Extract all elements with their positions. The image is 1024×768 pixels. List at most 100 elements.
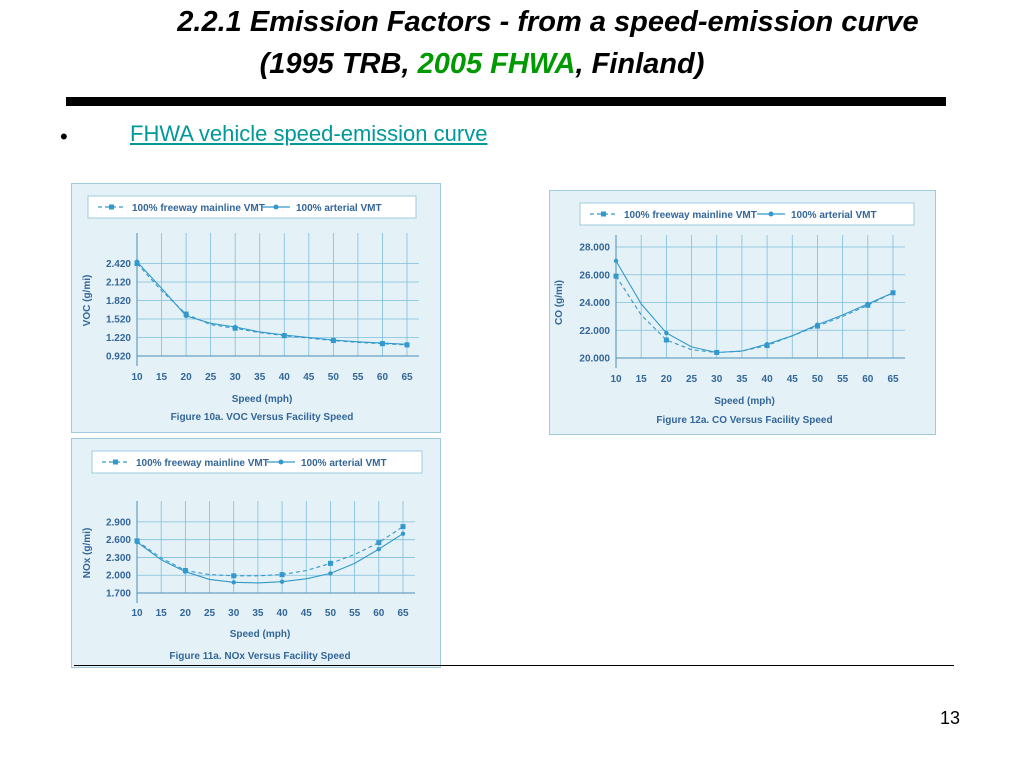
x-tick-label: 45 bbox=[303, 372, 315, 383]
data-point-diamond bbox=[380, 340, 385, 346]
series-line-2 bbox=[136, 533, 404, 584]
voc-chart: 100% freeway mainline VMT 100% arterial V… bbox=[82, 195, 419, 423]
data-point-square bbox=[376, 540, 382, 546]
data-point-square bbox=[613, 273, 619, 279]
data-point-diamond bbox=[231, 580, 236, 585]
data-point-diamond bbox=[232, 324, 238, 330]
x-tick-label: 60 bbox=[377, 372, 389, 383]
x-tick-label: 35 bbox=[736, 374, 748, 385]
x-tick-label: 15 bbox=[156, 608, 168, 619]
bullet-link[interactable]: FHWA vehicle speed-emission curve bbox=[130, 121, 488, 146]
x-tick-label: 40 bbox=[762, 374, 774, 385]
x-tick-label: 50 bbox=[812, 374, 824, 385]
legend-marker-square-icon bbox=[109, 204, 114, 210]
slide-title-line1: 2.2.1 Emission Factors - from a speed-em… bbox=[177, 6, 919, 38]
co-chart-panel: 100% freeway mainline VMT 100% arterial V… bbox=[549, 190, 936, 435]
legend-box bbox=[87, 195, 417, 219]
x-tick-label: 60 bbox=[373, 608, 385, 619]
y-tick-label: 2.900 bbox=[106, 517, 131, 528]
y-tick-label: 1.700 bbox=[106, 589, 131, 600]
x-tick-label: 20 bbox=[181, 372, 193, 383]
x-tick-label: 35 bbox=[254, 372, 266, 383]
data-point-diamond bbox=[134, 259, 140, 264]
legend-label-2: 100% arterial VMT bbox=[301, 458, 387, 469]
x-tick-label: 45 bbox=[787, 374, 799, 385]
y-tick-label: 22.000 bbox=[579, 326, 610, 337]
x-tick-label: 45 bbox=[301, 608, 313, 619]
y-tick-label: 1.820 bbox=[106, 296, 131, 307]
series-line-2 bbox=[136, 261, 408, 345]
x-tick-label: 20 bbox=[661, 374, 673, 385]
data-point-diamond bbox=[815, 322, 820, 327]
data-point-square bbox=[400, 524, 406, 530]
x-tick-label: 10 bbox=[131, 608, 143, 619]
data-point-diamond bbox=[134, 539, 140, 545]
y-tick-label: 2.000 bbox=[106, 571, 131, 582]
x-tick-label: 30 bbox=[711, 374, 723, 385]
data-point-diamond bbox=[664, 330, 669, 336]
data-point-square bbox=[279, 572, 285, 578]
x-tick-label: 15 bbox=[156, 372, 168, 383]
slide-title-line2: (1995 TRB, 2005 FHWA, Finland) bbox=[0, 48, 994, 81]
x-tick-label: 55 bbox=[352, 372, 364, 383]
data-point-diamond bbox=[183, 569, 188, 574]
x-tick-label: 25 bbox=[686, 374, 698, 385]
y-tick-label: 20.000 bbox=[579, 354, 610, 365]
data-point-square bbox=[231, 573, 237, 579]
y-tick-label: 0.920 bbox=[106, 352, 131, 363]
y-tick-label: 26.000 bbox=[579, 270, 610, 281]
data-point-diamond bbox=[613, 258, 619, 264]
x-tick-label: 25 bbox=[205, 372, 217, 383]
data-point-square bbox=[663, 337, 669, 343]
data-point-diamond bbox=[764, 341, 770, 347]
legend-marker-diamond-icon bbox=[278, 459, 284, 465]
x-tick-label: 50 bbox=[325, 608, 337, 619]
x-tick-label: 65 bbox=[887, 374, 899, 385]
x-tick-label: 10 bbox=[131, 372, 143, 383]
x-tick-label: 35 bbox=[252, 608, 264, 619]
x-tick-label: 65 bbox=[401, 372, 413, 383]
data-point-diamond bbox=[865, 301, 871, 307]
legend-label-1: 100% freeway mainline VMT bbox=[624, 210, 757, 221]
data-point-diamond bbox=[400, 531, 406, 536]
legend-label-2: 100% arterial VMT bbox=[296, 203, 382, 214]
legend-box bbox=[579, 202, 915, 226]
x-tick-label: 20 bbox=[180, 608, 192, 619]
x-tick-label: 10 bbox=[610, 374, 622, 385]
x-tick-label: 55 bbox=[837, 374, 849, 385]
nox-chart-panel: 100% freeway mainline VMT 100% arterial V… bbox=[71, 438, 441, 668]
co-chart: 100% freeway mainline VMT 100% arterial V… bbox=[554, 202, 915, 426]
y-axis-label: NOx (g/mi) bbox=[82, 528, 93, 579]
legend-marker-square-icon bbox=[601, 211, 606, 217]
y-tick-label: 1.520 bbox=[106, 315, 131, 326]
chart-title: Figure 11a. NOx Versus Facility Speed bbox=[169, 651, 350, 662]
x-tick-label: 40 bbox=[277, 608, 289, 619]
y-tick-label: 28.000 bbox=[579, 243, 610, 254]
x-tick-label: 50 bbox=[328, 372, 340, 383]
legend-label-1: 100% freeway mainline VMT bbox=[136, 458, 269, 469]
series-line-1 bbox=[136, 263, 408, 346]
legend-marker-square-icon bbox=[113, 459, 118, 465]
x-tick-label: 25 bbox=[204, 608, 216, 619]
y-axis-label: VOC (g/mi) bbox=[82, 275, 93, 327]
x-axis-label: Speed (mph) bbox=[230, 629, 291, 640]
data-point-diamond bbox=[404, 342, 410, 347]
chart-title: Figure 10a. VOC Versus Facility Speed bbox=[171, 412, 354, 423]
data-point-diamond bbox=[282, 332, 287, 338]
legend-marker-diamond-icon bbox=[768, 211, 774, 217]
data-point-diamond bbox=[183, 313, 189, 319]
data-point-diamond bbox=[714, 350, 719, 355]
title-post: , Finland) bbox=[575, 48, 705, 80]
title-pre: (1995 TRB, bbox=[259, 48, 418, 80]
x-axis-label: Speed (mph) bbox=[232, 394, 293, 405]
legend-label-1: 100% freeway mainline VMT bbox=[132, 203, 265, 214]
page-number: 13 bbox=[940, 708, 961, 728]
data-point-diamond bbox=[376, 546, 382, 552]
nox-chart: 100% freeway mainline VMT 100% arterial V… bbox=[82, 450, 423, 662]
footer-rule bbox=[74, 665, 954, 666]
title-green-highlight: 2005 FHWA bbox=[417, 48, 576, 80]
x-tick-label: 40 bbox=[279, 372, 291, 383]
series-line-1 bbox=[136, 526, 404, 577]
chart-title: Figure 12a. CO Versus Facility Speed bbox=[656, 415, 832, 426]
y-tick-label: 2.600 bbox=[106, 535, 131, 546]
